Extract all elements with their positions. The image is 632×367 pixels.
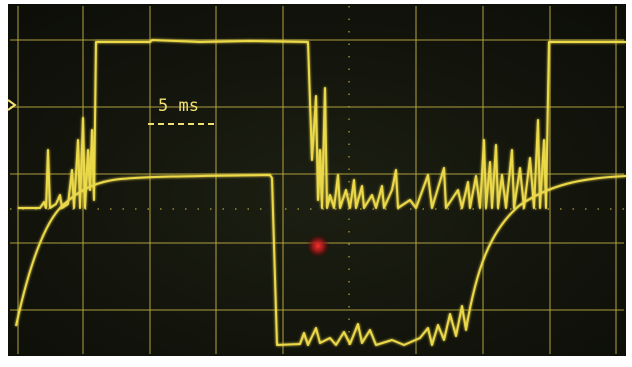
- intensity-dot: [306, 234, 330, 258]
- scope-screen: 5 ms: [0, 0, 632, 367]
- oscilloscope-photo: 5 ms: [0, 0, 632, 367]
- timebase-label: 5 ms: [158, 96, 199, 116]
